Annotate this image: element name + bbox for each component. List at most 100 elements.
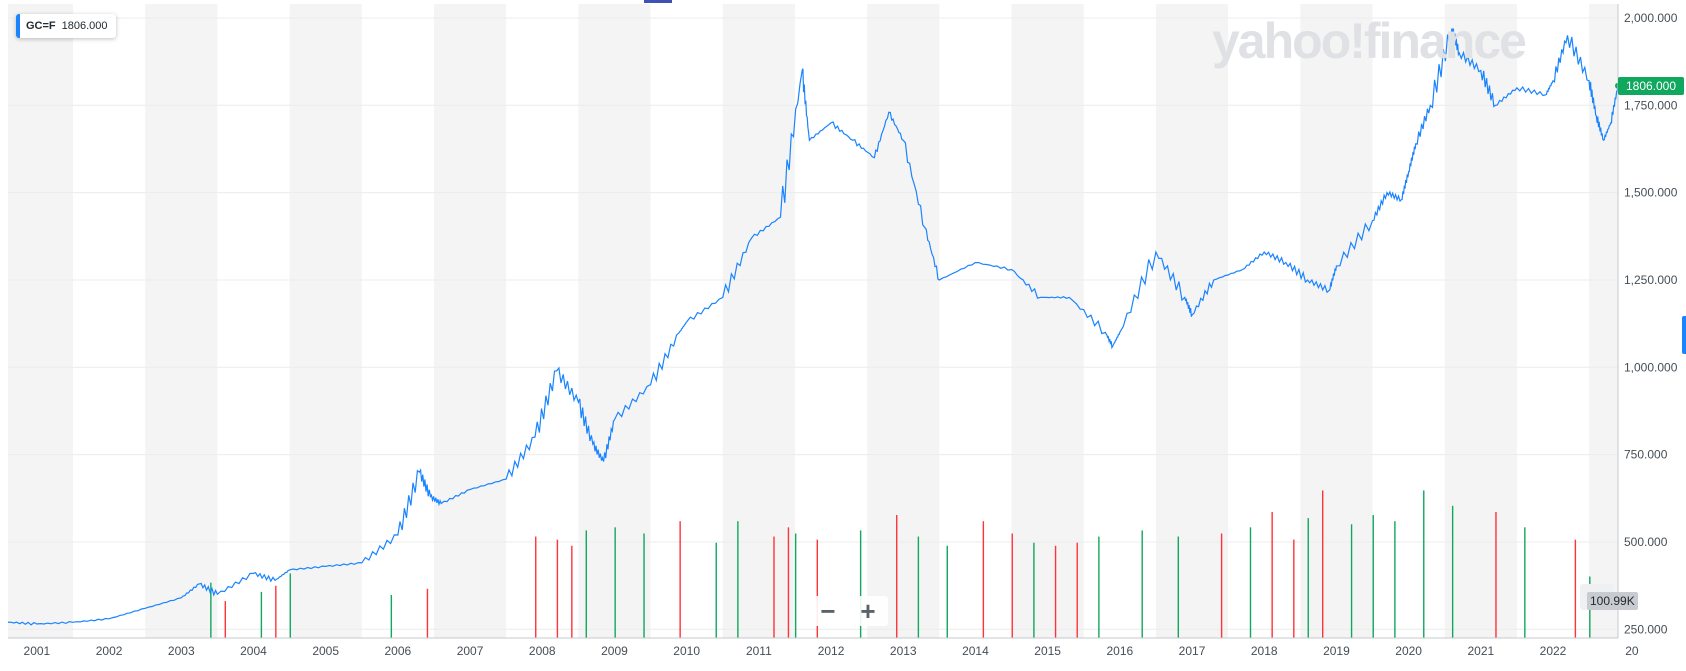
y-axis-labels: 250.000 500.000 750.000 1,000.000 1,250.000 1… [1624, 11, 1678, 636]
volume-bar [556, 539, 559, 638]
x-tick-label: 2008 [529, 644, 556, 658]
x-tick-label: 2020 [1395, 644, 1422, 658]
x-tick-label: 2006 [385, 644, 412, 658]
y-tick-label: 1,500.000 [1624, 186, 1678, 200]
range-marker [644, 0, 672, 3]
x-tick-label: 2015 [1034, 644, 1061, 658]
volume-bar [1141, 530, 1143, 638]
volume-bar [794, 533, 797, 638]
volume-bar [1293, 539, 1295, 638]
last-price-badge: 1806.000 [1618, 76, 1684, 95]
zoom-out-button[interactable]: − [820, 595, 836, 626]
legend-color-swatch [16, 14, 20, 38]
x-tick-label: 2009 [601, 644, 628, 658]
x-tick-label: 2002 [96, 644, 123, 658]
x-tick-label: 2007 [457, 644, 484, 658]
x-tick-label: 2011 [746, 644, 772, 658]
volume-bar [1524, 527, 1526, 638]
volume-bar [1574, 539, 1577, 638]
year-band [1155, 4, 1229, 638]
x-tick-label: 2017 [1179, 644, 1206, 658]
y-tick-label: 1,000.000 [1624, 360, 1678, 374]
zoom-controls: − + [808, 596, 888, 626]
volume-bar [816, 539, 819, 638]
volume-bar [1451, 505, 1454, 638]
volume-bar [787, 527, 790, 638]
volume-bar [917, 536, 920, 638]
x-axis-labels: 2001 2002 2003 2004 2005 2006 2007 2008 2009 2010… [24, 644, 1639, 658]
volume-bar [1271, 511, 1273, 638]
y-tick-label: 750.000 [1624, 448, 1668, 462]
volume-bar [535, 536, 537, 638]
x-tick-label: 2013 [890, 644, 917, 658]
x-tick-label: 2005 [312, 644, 339, 658]
yahoo-finance-watermark: yahoo!finance [1212, 13, 1527, 69]
x-tick-label: 2021 [1467, 644, 1494, 658]
volume-bar [224, 601, 226, 638]
legend-symbol: GC=F [26, 20, 56, 32]
volume-bar [210, 582, 212, 638]
volume-bar [1249, 527, 1252, 638]
volume-bar [1220, 533, 1223, 638]
series-legend[interactable]: GC=F 1806.000 [16, 14, 116, 38]
year-bands [8, 4, 1618, 638]
volume-bar [715, 542, 717, 638]
x-tick-label: 2004 [240, 644, 267, 658]
x-tick-label: 2018 [1251, 644, 1278, 658]
volume-bar [571, 545, 573, 638]
y-tick-label: 1,750.000 [1624, 98, 1678, 112]
y-tick-label: 500.000 [1624, 535, 1668, 549]
x-tick-label: 2003 [168, 644, 195, 658]
volume-bar [1011, 533, 1013, 638]
volume-bar [1307, 518, 1309, 638]
volume-bar [679, 521, 681, 638]
volume-bar [946, 545, 948, 638]
y-tick-label: 2,000.000 [1624, 11, 1678, 25]
gridlines [8, 17, 1618, 630]
year-band [1011, 4, 1084, 638]
volume-bar [1423, 490, 1425, 638]
year-band [433, 4, 507, 638]
volume-bar [1495, 511, 1497, 638]
volume-bar [1350, 524, 1353, 638]
volume-bars [210, 490, 1591, 638]
x-tick-label: 2001 [24, 644, 51, 658]
price-series-line [7, 28, 1619, 626]
volume-bar [896, 515, 898, 638]
volume-bar [614, 527, 616, 638]
year-band [1300, 4, 1373, 638]
volume-bar [260, 591, 263, 638]
volume-bar [585, 530, 587, 638]
y-tick-label: 250.000 [1624, 622, 1668, 636]
volume-bar [426, 588, 429, 638]
year-band [867, 4, 940, 638]
volume-bar [859, 530, 862, 638]
legend-value: 1806.000 [61, 20, 108, 32]
volume-bar [289, 573, 291, 638]
volume-bar [1054, 545, 1057, 638]
volume-bar [737, 521, 739, 638]
volume-bar [1177, 536, 1179, 638]
volume-bar [773, 536, 775, 638]
x-tick-label: 20 [1625, 644, 1639, 658]
volume-bar [1076, 542, 1078, 638]
y-tick-label: 1,250.000 [1624, 273, 1678, 287]
x-tick-label: 2022 [1540, 644, 1567, 658]
x-tick-label: 2016 [1106, 644, 1133, 658]
zoom-in-button[interactable]: + [860, 595, 876, 626]
year-band [1444, 4, 1517, 638]
volume-bar [1321, 490, 1324, 638]
volume-bar [643, 533, 645, 638]
panel-handle[interactable] [1682, 316, 1686, 354]
volume-bar [390, 594, 393, 638]
volume-bar [1372, 515, 1374, 638]
x-tick-label: 2014 [962, 644, 989, 658]
volume-badge: 100.99K [1587, 592, 1638, 610]
x-tick-label: 2012 [818, 644, 845, 658]
x-tick-label: 2010 [673, 644, 700, 658]
year-band [289, 4, 362, 638]
volume-bar [1394, 521, 1396, 638]
volume-bar [982, 521, 985, 638]
volume-bar [1033, 542, 1035, 638]
